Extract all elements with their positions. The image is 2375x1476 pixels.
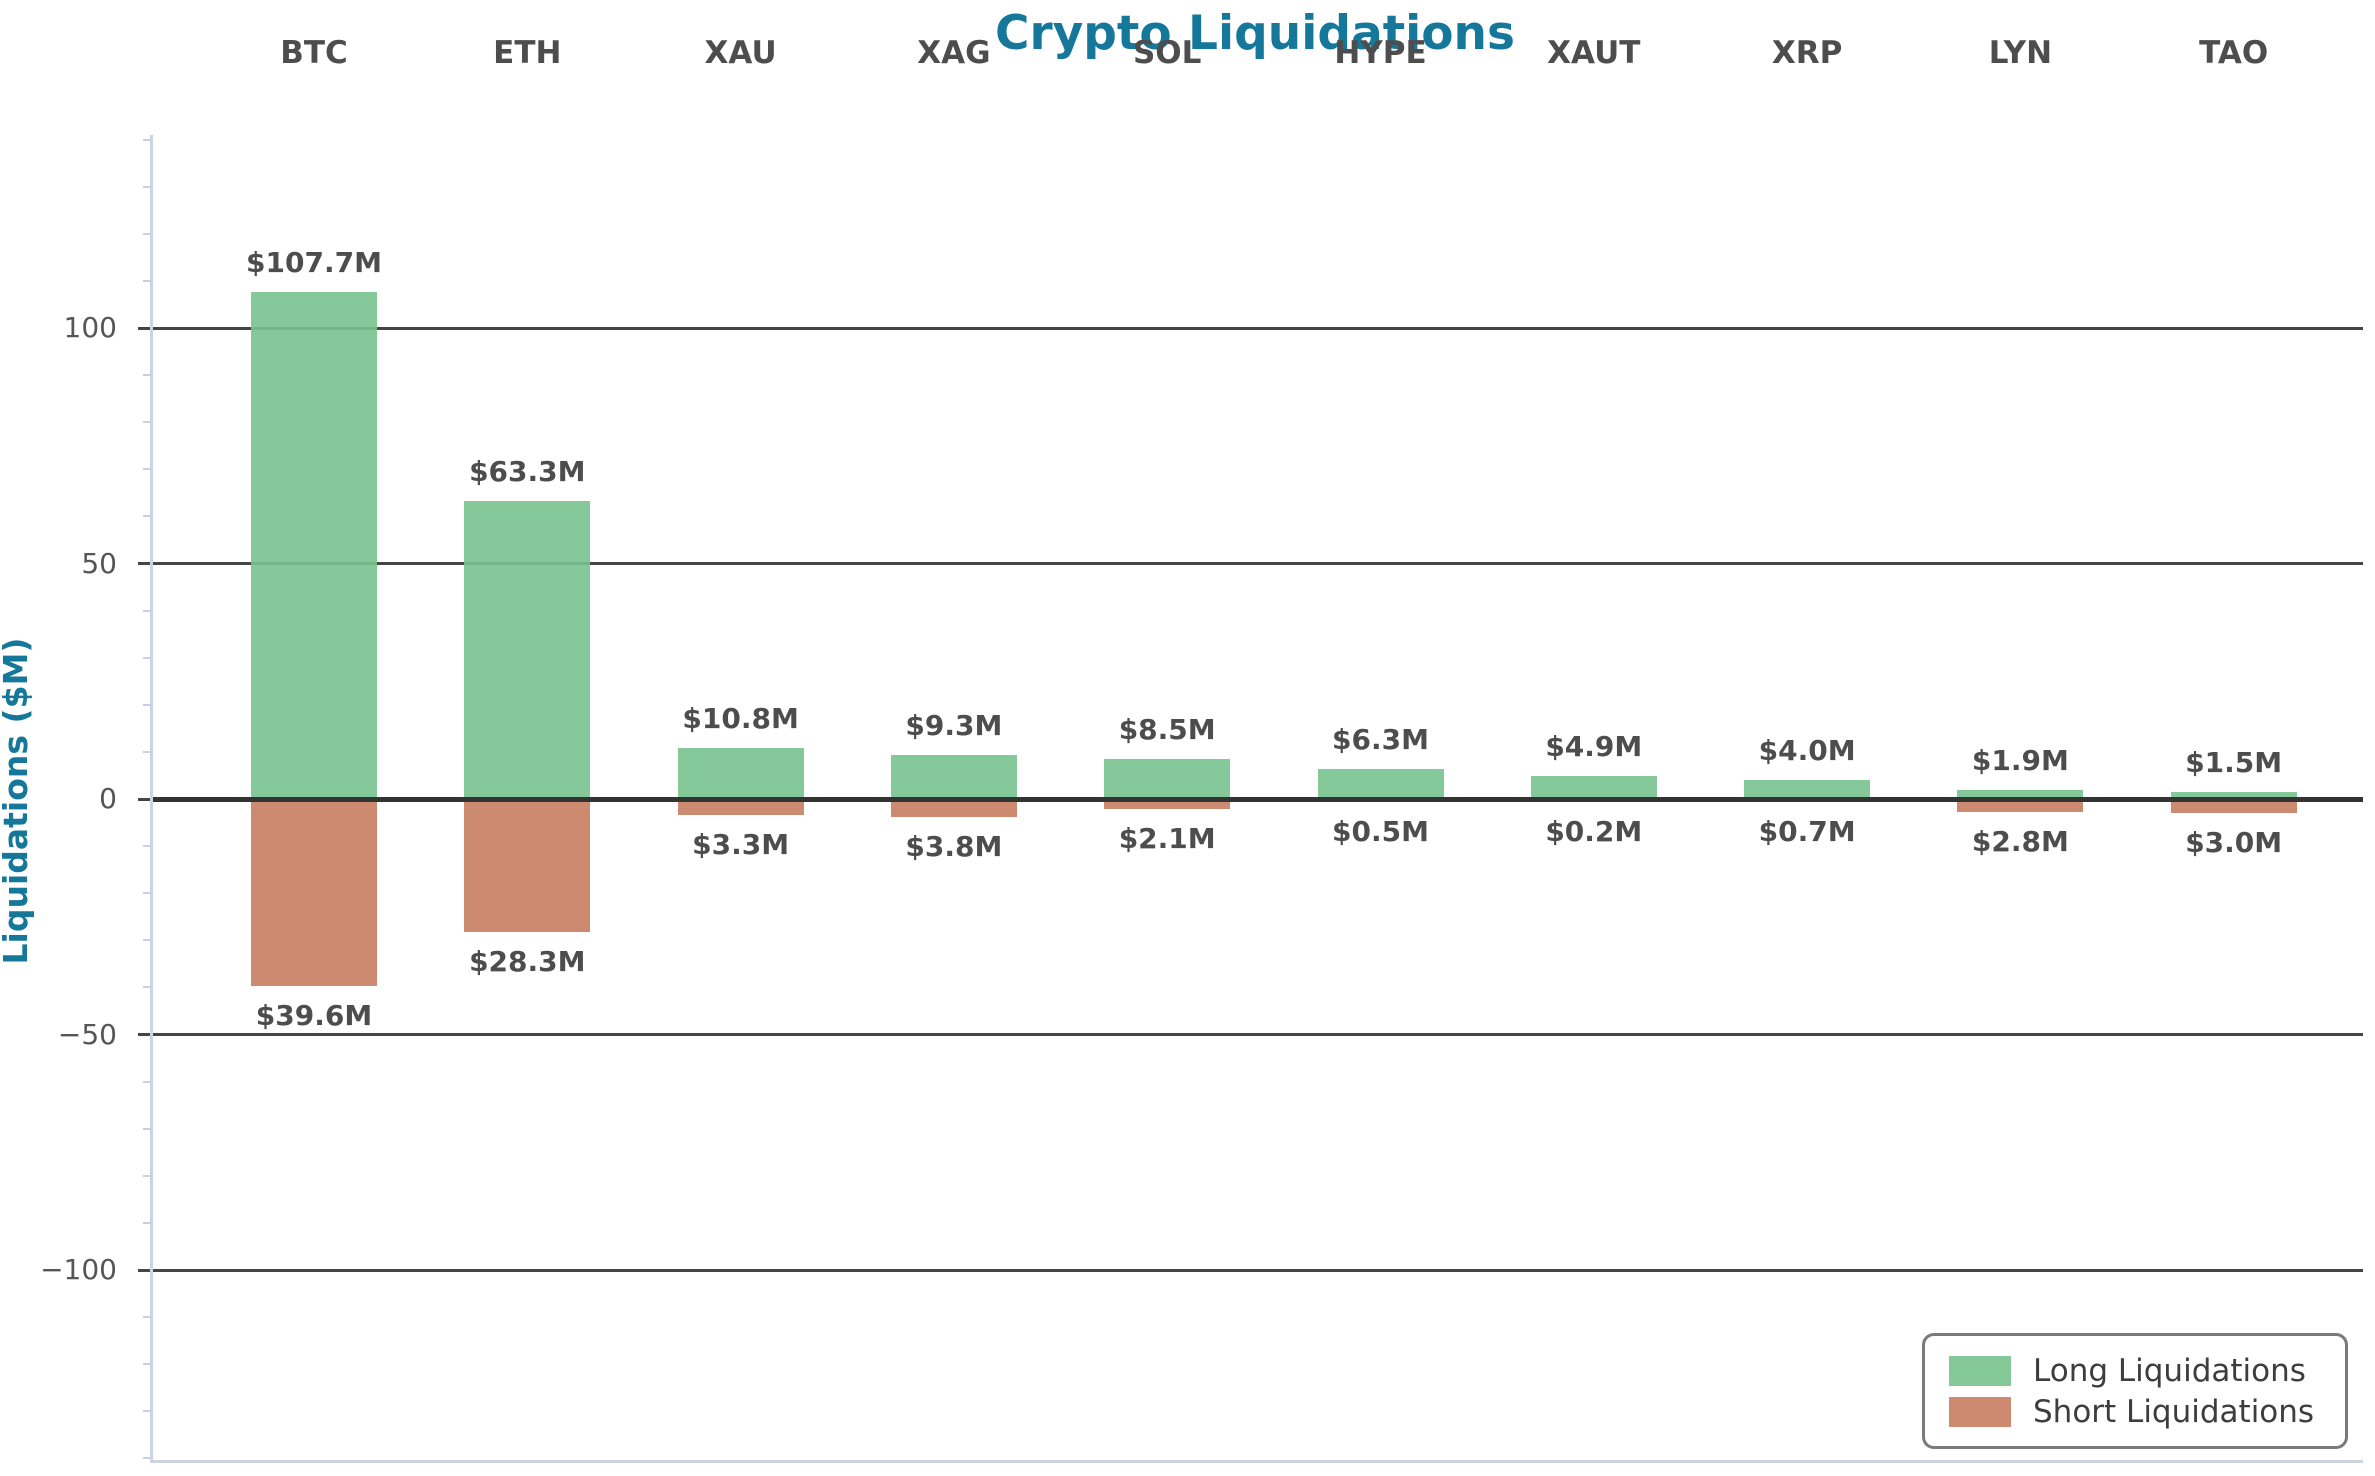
y-minor-tick-30 — [143, 656, 151, 659]
y-tick-0 — [138, 797, 150, 801]
category-label-xrp: XRP — [1771, 35, 1843, 71]
y-tick--50 — [138, 1033, 150, 1036]
y-tick-50 — [138, 562, 150, 565]
y-tick-label-0: 0 — [99, 782, 117, 815]
chart-title: Crypto Liquidations — [994, 6, 1515, 61]
bar-long-btc — [251, 291, 377, 799]
short-value-label-xag: $3.8M — [905, 829, 1003, 863]
bar-long-tao — [2170, 791, 2297, 799]
short-value-label-xau: $3.3M — [692, 827, 790, 861]
long-value-label-xrp: $4.0M — [1758, 734, 1856, 768]
legend: Long Liquidations Short Liquidations — [1922, 1333, 2348, 1449]
long-value-label-xag: $9.3M — [905, 709, 1003, 743]
y-minor-tick-120 — [143, 232, 151, 235]
long-value-label-sol: $8.5M — [1118, 712, 1216, 746]
y-minor-tick-20 — [143, 703, 151, 706]
bar-short-tao — [2170, 799, 2297, 814]
y-minor-tick--130 — [143, 1410, 151, 1413]
legend-label: Long Liquidations — [2033, 1352, 2306, 1389]
short-value-label-xrp: $0.7M — [1758, 815, 1856, 849]
short-value-label-hype: $0.5M — [1332, 814, 1429, 848]
short-value-label-xaut: $0.2M — [1545, 814, 1643, 848]
bar-long-hype — [1317, 769, 1444, 799]
long-value-label-lyn: $1.9M — [1971, 744, 2069, 778]
long-value-label-eth: $63.3M — [469, 454, 586, 488]
y-tick--100 — [138, 1268, 150, 1272]
y-minor-tick--10 — [143, 845, 151, 848]
y-minor-tick--120 — [143, 1363, 151, 1366]
y-minor-tick-90 — [143, 374, 151, 377]
y-minor-tick--40 — [143, 986, 151, 989]
gridline--50 — [153, 1033, 2363, 1036]
y-minor-tick-80 — [143, 421, 151, 424]
y-tick-label-100: 100 — [63, 311, 117, 344]
long-value-label-btc: $107.7M — [246, 245, 382, 279]
bar-short-xau — [677, 799, 804, 815]
y-minor-tick--60 — [143, 1080, 151, 1083]
category-label-xaut: XAUT — [1547, 35, 1641, 71]
bar-short-btc — [251, 799, 377, 986]
y-minor-tick-10 — [143, 750, 151, 753]
category-label-btc: BTC — [280, 35, 348, 71]
y-tick-label-50: 50 — [81, 546, 117, 580]
y-minor-tick--20 — [143, 892, 151, 895]
y-tick-label--100: −100 — [40, 1253, 117, 1286]
y-minor-tick-130 — [143, 185, 151, 188]
bar-long-xaut — [1530, 775, 1657, 799]
zero-gridline — [153, 797, 2363, 802]
short-value-label-eth: $28.3M — [469, 945, 586, 979]
long-value-label-hype: $6.3M — [1332, 723, 1429, 757]
legend-item-short: Short Liquidations — [1949, 1391, 2345, 1432]
short-value-label-lyn: $2.8M — [1971, 825, 2069, 859]
y-minor-tick--80 — [143, 1174, 151, 1177]
bar-long-xau — [677, 748, 804, 799]
category-label-xau: XAU — [704, 35, 777, 71]
gridline-50 — [153, 562, 2363, 565]
y-minor-tick--90 — [143, 1221, 151, 1224]
category-label-xag: XAG — [917, 35, 991, 71]
y-minor-tick-60 — [143, 515, 151, 518]
category-label-sol: SOL — [1132, 35, 1202, 71]
bar-short-xag — [890, 799, 1017, 817]
bar-long-sol — [1104, 758, 1231, 799]
legend-item-long: Long Liquidations — [1949, 1350, 2345, 1391]
category-label-hype: HYPE — [1334, 35, 1427, 71]
bar-long-xrp — [1744, 780, 1871, 799]
y-minor-tick--110 — [143, 1316, 151, 1319]
y-minor-tick-70 — [143, 468, 151, 471]
y-minor-tick--140 — [143, 1457, 151, 1460]
y-minor-tick--70 — [143, 1127, 151, 1130]
y-tick-label--50: −50 — [57, 1017, 117, 1051]
short-value-label-sol: $2.1M — [1118, 821, 1216, 855]
bar-short-eth — [464, 799, 591, 933]
y-minor-tick-40 — [143, 609, 151, 612]
short-value-label-btc: $39.6M — [255, 998, 373, 1032]
long-value-label-tao: $1.5M — [2185, 745, 2283, 779]
category-label-tao: TAO — [2199, 35, 2269, 71]
long-value-label-xau: $10.8M — [682, 702, 799, 736]
bar-short-sol — [1104, 799, 1231, 809]
legend-label: Short Liquidations — [2033, 1393, 2315, 1430]
short-value-label-tao: $3.0M — [2185, 826, 2283, 860]
y-minor-tick-110 — [143, 279, 151, 282]
category-label-eth: ETH — [493, 35, 562, 71]
bar-long-lyn — [1957, 790, 2084, 799]
category-label-lyn: LYN — [1988, 35, 2053, 71]
y-minor-tick-140 — [143, 138, 151, 141]
bar-long-xag — [890, 755, 1017, 799]
legend-swatch-short — [1949, 1396, 2011, 1427]
bar-short-lyn — [1957, 799, 2084, 813]
legend-swatch-long — [1949, 1355, 2011, 1386]
bar-long-eth — [464, 500, 591, 799]
plot-area: 100 50 0 −50 −100 BTC $107.7M $39.6M ETH $63.3M $2… — [40, 35, 2363, 1463]
long-value-label-xaut: $4.9M — [1545, 729, 1643, 763]
y-minor-tick--30 — [143, 939, 151, 942]
gridline-100 — [153, 326, 2363, 330]
gridline--100 — [153, 1268, 2363, 1272]
y-tick-100 — [138, 326, 150, 330]
